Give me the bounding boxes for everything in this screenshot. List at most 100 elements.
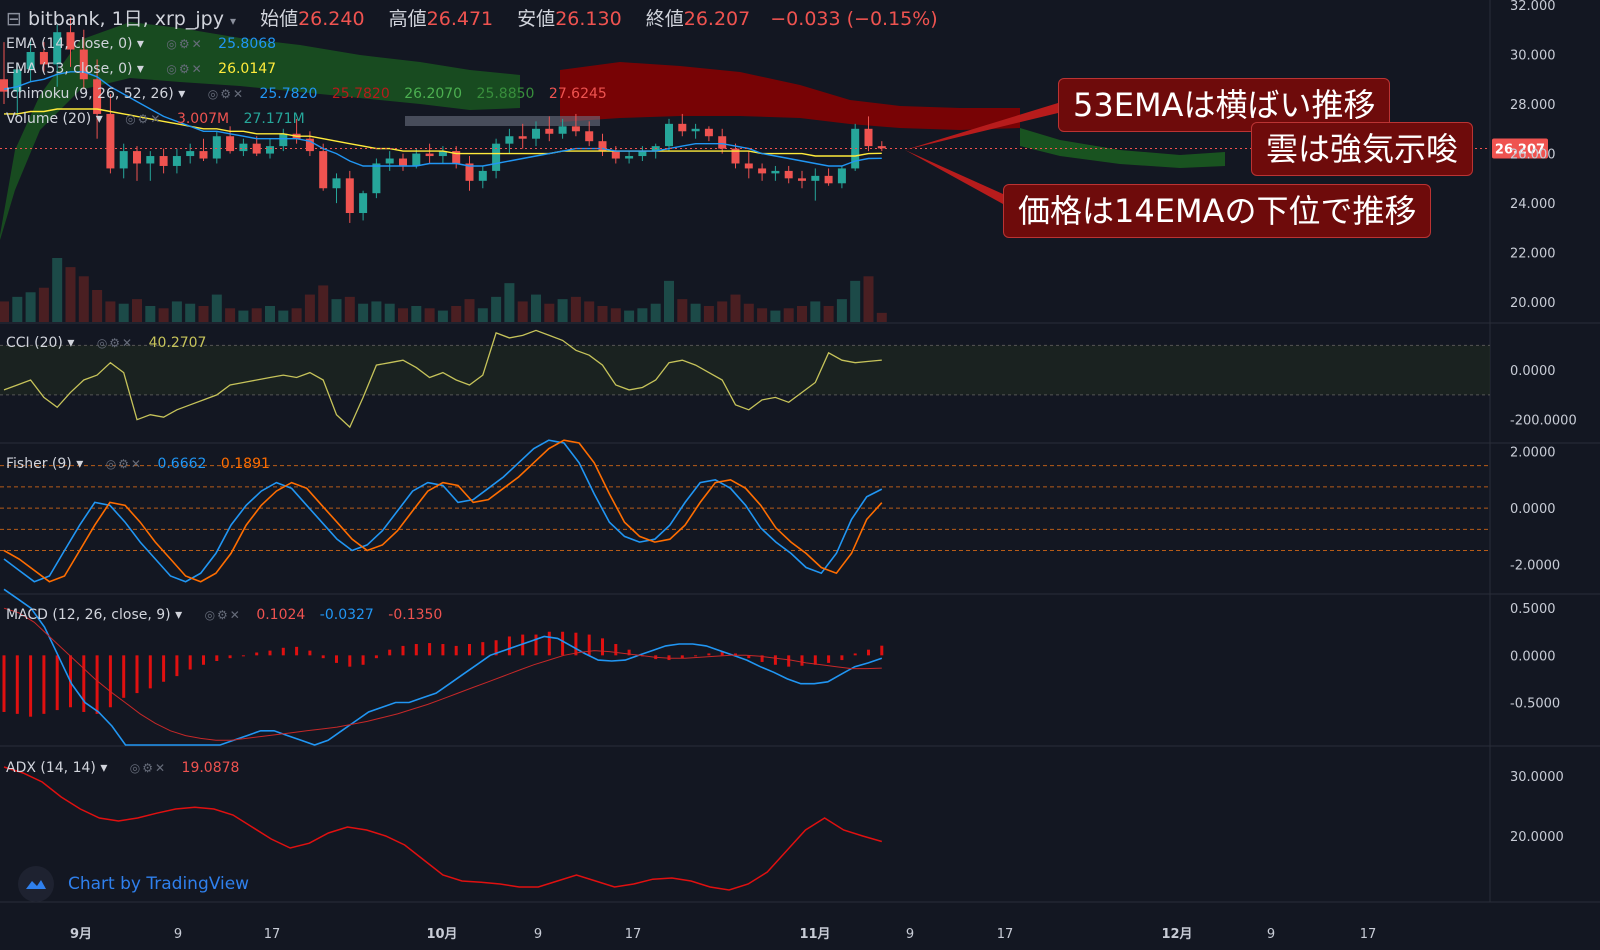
volume-bars	[0, 258, 887, 322]
time-axis-label: 12月	[1161, 927, 1192, 942]
candle-body	[93, 79, 102, 114]
volume-bar	[464, 299, 475, 322]
annotation-cloud[interactable]: 雲は強気示唆	[1251, 122, 1474, 176]
macd-histogram-bar	[122, 655, 126, 698]
candle-body	[385, 158, 394, 164]
legend-adx[interactable]: ADX (14, 14) ▾ ◎⚙✕ 19.0878	[6, 760, 239, 776]
chevron-down-icon[interactable]: ▾	[178, 86, 186, 102]
legend-macd[interactable]: MACD (12, 26, close, 9) ▾ ◎⚙✕ 0.1024 -0.…	[6, 607, 442, 623]
candle-body	[625, 156, 634, 159]
volume-bar	[783, 308, 794, 322]
macd-histogram-bar	[255, 652, 259, 656]
price-axis-label: 22.000	[1510, 247, 1556, 262]
adx-axis-label: 20.0000	[1510, 830, 1564, 845]
legend-controls[interactable]: ◎⚙✕	[125, 112, 163, 126]
volume-bar	[863, 276, 874, 322]
annotation-ema53[interactable]: 53EMAは横ばい推移	[1058, 78, 1391, 132]
volume-bar	[531, 294, 541, 322]
high-label: 高値	[388, 8, 427, 30]
low-label: 安値	[517, 8, 556, 30]
time-axis-label: 9	[1267, 927, 1275, 942]
legend-ichimoku-chikou: 26.2070	[404, 86, 463, 102]
legend-volume[interactable]: Volume (20) ▾ ◎⚙✕ 3.007M 27.171M	[6, 111, 305, 127]
candle-body	[266, 146, 274, 154]
legend-controls[interactable]: ◎⚙✕	[166, 62, 204, 76]
high-value: 26.471	[426, 8, 494, 30]
legend-controls[interactable]: ◎⚙✕	[105, 457, 143, 471]
volume-bar	[451, 306, 462, 322]
tradingview-brand[interactable]: Chart by TradingView	[18, 866, 249, 902]
chevron-down-icon[interactable]: ▾	[175, 607, 183, 623]
macd-histogram-bar	[707, 653, 711, 656]
legend-controls[interactable]: ◎⚙✕	[204, 608, 242, 622]
candle-body	[718, 136, 727, 149]
brand-text[interactable]: Chart by TradingView	[68, 874, 250, 894]
candle-body	[212, 136, 221, 159]
legend-ema53[interactable]: EMA (53, close, 0) ▾ ◎⚙✕ 26.0147	[6, 61, 276, 77]
cci-band	[0, 345, 1490, 395]
legend-ema14-value: 25.8068	[218, 36, 277, 52]
candle-body	[571, 126, 580, 132]
annotation-price-ema14[interactable]: 価格は14EMAの下位で推移	[1003, 184, 1432, 238]
chevron-down-icon[interactable]: ▾	[230, 14, 237, 28]
legend-controls[interactable]: ◎⚙✕	[129, 761, 168, 775]
macd-histogram-bar	[547, 631, 551, 656]
candle-body	[837, 168, 846, 184]
macd-histogram-bar	[454, 645, 458, 656]
legend-controls[interactable]: ◎⚙✕	[166, 37, 204, 51]
candle-body	[172, 156, 181, 166]
price-axis-label: 20.000	[1510, 296, 1556, 311]
candle-body	[505, 136, 514, 144]
fisher-line	[3, 439, 883, 583]
macd-histogram-bar	[148, 655, 152, 689]
candle-body	[79, 49, 88, 80]
legend-macd-line: -0.0327	[319, 607, 374, 623]
volume-bar	[876, 312, 887, 322]
chevron-down-icon[interactable]: ▾	[136, 36, 144, 52]
volume-bar	[477, 308, 488, 322]
macd-histogram-bar	[441, 644, 445, 656]
chevron-down-icon[interactable]: ▾	[136, 61, 144, 77]
time-axis-label: 17	[264, 927, 281, 942]
volume-bar	[703, 306, 714, 322]
macd-histogram-bar	[680, 655, 684, 659]
legend-controls[interactable]: ◎⚙✕	[96, 336, 135, 350]
price-axis-label: 24.000	[1510, 197, 1556, 212]
candle-body	[425, 153, 434, 157]
legend-controls[interactable]: ◎⚙✕	[207, 87, 246, 101]
macd-histogram-bar	[747, 655, 751, 659]
legend-ichimoku[interactable]: Ichimoku (9, 26, 52, 26) ▾ ◎⚙✕ 25.7820 2…	[6, 86, 607, 102]
candle-body	[412, 153, 421, 166]
legend-cci[interactable]: CCI (20) ▾ ◎⚙✕ 40.2707	[6, 335, 206, 351]
volume-bar	[92, 290, 103, 322]
adx-line	[3, 766, 883, 891]
volume-bar	[743, 303, 754, 322]
candle-body	[877, 146, 886, 149]
macd-histogram-bar	[55, 655, 59, 711]
volume-bar	[384, 303, 395, 322]
macd-histogram-bar	[281, 647, 285, 656]
legend-macd-hist: 0.1024	[256, 607, 306, 623]
legend-cci-value: 40.2707	[148, 335, 207, 351]
candle-body	[452, 151, 461, 164]
legend-ichimoku-spana: 25.8850	[476, 86, 535, 102]
volume-bar	[437, 310, 448, 322]
volume-bar	[797, 306, 807, 322]
volume-bar	[265, 306, 275, 322]
volume-bar	[650, 303, 661, 322]
chevron-down-icon[interactable]: ▾	[95, 111, 103, 127]
chevron-down-icon[interactable]: ▾	[67, 335, 75, 351]
close-value: 26.207	[683, 8, 751, 30]
chevron-down-icon[interactable]: ▾	[76, 456, 84, 472]
chevron-down-icon[interactable]: ▾	[100, 760, 108, 776]
candle-body	[665, 123, 673, 147]
menu-icon[interactable]: ⊟	[6, 8, 22, 30]
symbol-name[interactable]: bitbank, 1日, xrp_jpy	[27, 8, 224, 30]
legend-ema14[interactable]: EMA (14, close, 0) ▾ ◎⚙✕ 25.8068	[6, 36, 276, 52]
legend-fisher[interactable]: Fisher (9) ▾ ◎⚙✕ 0.6662 0.1891	[6, 456, 270, 472]
volume-bar	[491, 296, 502, 322]
candle-body	[518, 136, 527, 139]
open-label: 始値	[260, 8, 299, 30]
